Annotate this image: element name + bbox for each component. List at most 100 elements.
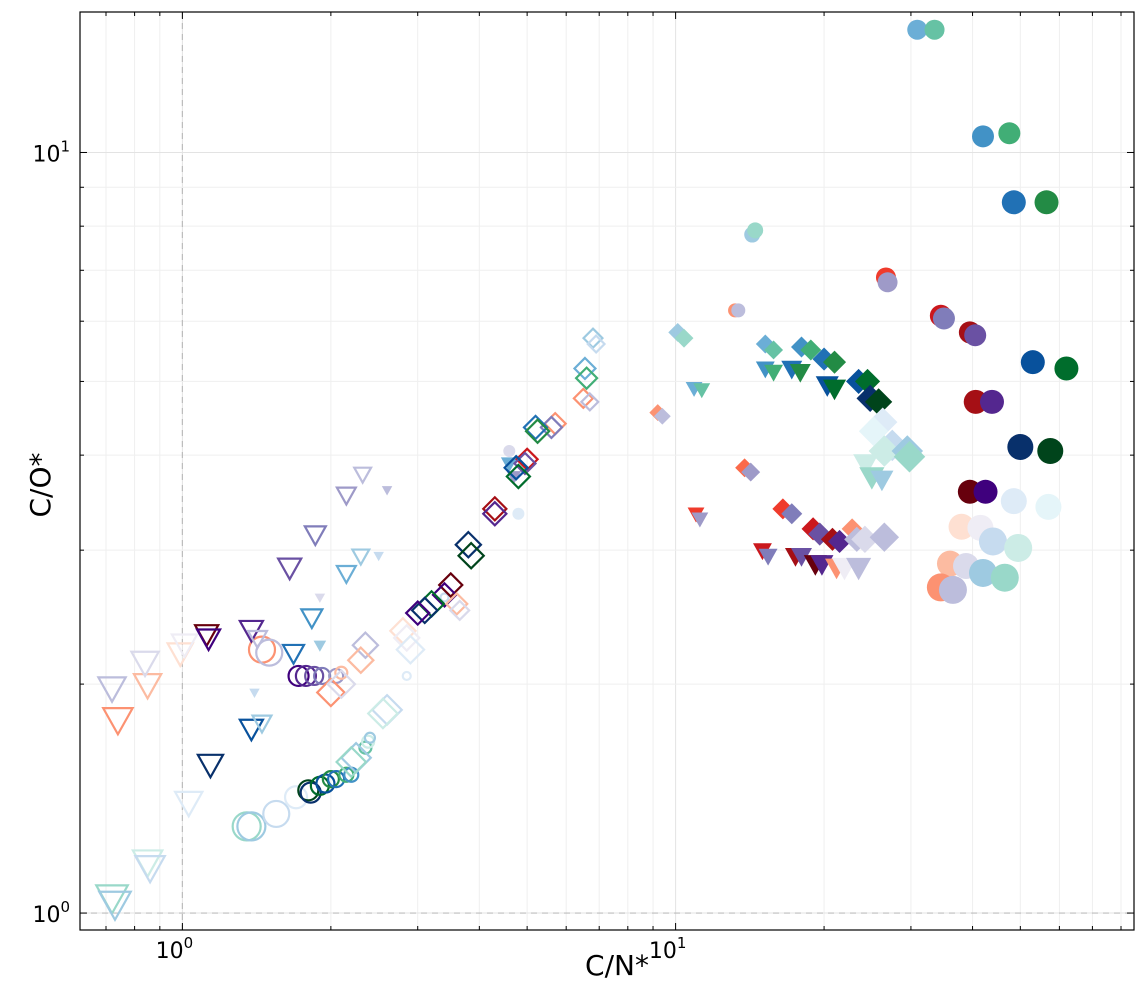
triangle-down-open-point: [96, 676, 128, 704]
triangle-down-open-point: [281, 643, 306, 666]
diamond-open-point: [524, 418, 551, 445]
diamond-open-point: [351, 631, 380, 660]
triangle-down-filled-point: [500, 457, 518, 473]
diamond-open-point: [444, 591, 469, 616]
diamond-open-point: [448, 599, 471, 622]
series-open-diamonds: [315, 327, 607, 779]
diamond-open-point: [410, 596, 439, 625]
triangle-down-filled-point: [791, 548, 813, 567]
diamond-open-point: [572, 356, 598, 381]
diamond-open-point: [395, 634, 426, 665]
circle-open-point: [255, 638, 284, 667]
y-tick-label-base: 10: [32, 142, 60, 167]
reference-lines: [80, 12, 1134, 930]
diamond-open-point: [431, 581, 458, 609]
triangle-down-filled-point: [758, 548, 778, 566]
diamond-open-point: [392, 623, 421, 653]
circle-filled-point: [978, 527, 1007, 556]
series-open-circles: [231, 592, 450, 842]
x-tick-label: 100: [156, 934, 194, 964]
x-tick-label-base: 10: [649, 939, 677, 964]
diamond-filled-point: [741, 462, 761, 482]
circle-filled-point: [948, 513, 975, 540]
circle-filled-point: [1001, 190, 1026, 215]
triangle-down-open-point: [133, 855, 167, 885]
y-tick-label: 101: [32, 137, 70, 167]
diamond-open-point: [503, 454, 530, 481]
circle-filled-point: [1034, 190, 1059, 215]
circle-open-point: [327, 770, 346, 789]
circle-open-point: [283, 785, 309, 810]
triangle-down-open-point: [195, 753, 225, 780]
triangle-down-open-point: [170, 633, 200, 660]
diamond-filled-point: [869, 522, 900, 552]
circle-filled-point: [1007, 433, 1034, 460]
diamond-filled-point: [808, 522, 832, 546]
circle-filled-point: [973, 479, 998, 504]
triangle-down-filled-point: [691, 512, 709, 528]
triangle-down-open-point: [350, 548, 372, 567]
triangle-down-open-point: [276, 557, 304, 582]
data-marks: [94, 19, 1079, 923]
diamond-open-point: [454, 530, 483, 559]
diamond-open-point: [346, 646, 375, 675]
diamond-filled-point: [864, 388, 893, 416]
circle-open-point: [287, 664, 310, 688]
diamond-filled-point: [893, 441, 926, 473]
series-filled-diamonds: [649, 322, 926, 554]
triangle-down-open-point: [335, 564, 358, 586]
circle-open-point: [304, 665, 325, 687]
diamond-open-point: [581, 327, 605, 350]
diamond-open-point: [586, 334, 607, 354]
circle-filled-point: [968, 558, 997, 587]
y-axis-label: C/O*: [24, 452, 57, 517]
diamond-open-point: [481, 500, 508, 527]
diamond-open-point: [505, 463, 532, 490]
diamond-filled-point: [822, 350, 847, 374]
series-open-triangles: [94, 466, 373, 923]
circle-filled-point: [932, 307, 955, 330]
triangle-down-filled-point: [693, 383, 711, 399]
circle-filled-point: [979, 389, 1004, 414]
circle-filled-point: [1037, 438, 1064, 465]
circle-filled-point: [1035, 493, 1062, 520]
triangle-down-filled-point: [870, 470, 894, 492]
x-tick-label-base: 10: [156, 939, 184, 964]
diamond-filled-point: [851, 525, 879, 553]
diamond-open-point: [522, 414, 549, 441]
x-tick-label-exponent: 1: [677, 934, 687, 952]
diamond-open-point: [437, 571, 464, 599]
triangle-down-filled-point: [249, 688, 260, 698]
circle-open-point: [262, 799, 291, 829]
diamond-open-point: [579, 391, 600, 412]
diamond-filled-point: [854, 368, 881, 395]
triangle-down-filled-point: [822, 379, 847, 401]
triangle-down-filled-point: [853, 454, 879, 477]
y-tick-label-exponent: 1: [60, 137, 70, 155]
axis-ticks: [80, 12, 1134, 930]
circle-open-point: [439, 592, 450, 603]
diamond-open-point: [456, 541, 486, 570]
diamond-filled-point: [868, 435, 901, 467]
diamond-filled-point: [674, 328, 694, 348]
triangle-down-filled-point: [846, 557, 872, 581]
triangle-down-open-point: [299, 608, 325, 631]
triangle-down-filled-point: [313, 640, 327, 652]
diamond-filled-point: [764, 340, 784, 360]
triangle-down-open-point: [101, 707, 135, 737]
diamond-filled-point: [653, 407, 671, 425]
diamond-open-point: [572, 387, 595, 410]
triangle-down-open-point: [173, 790, 205, 819]
diamond-open-point: [481, 495, 508, 522]
triangle-down-open-point: [97, 890, 133, 923]
circle-open-point: [363, 731, 377, 744]
circle-open-point: [236, 811, 267, 842]
circle-open-point: [401, 670, 412, 682]
series-filled-circles: [503, 19, 1079, 604]
circle-filled-point: [1004, 533, 1033, 562]
diamond-filled-point: [812, 347, 836, 371]
circle-filled-point: [1000, 488, 1027, 515]
y-tick-label-exponent: 0: [60, 898, 70, 916]
